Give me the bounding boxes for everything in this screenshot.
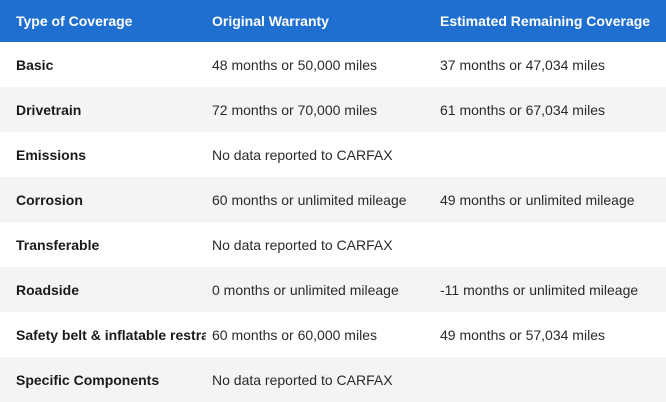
coverage-type-cell: Corrosion [16, 191, 83, 208]
remaining-coverage-cell [428, 357, 666, 402]
coverage-type-cell: Drivetrain [16, 101, 82, 118]
coverage-type-cell: Roadside [16, 281, 80, 298]
header-estimated-remaining-coverage: Estimated Remaining Coverage [440, 13, 651, 29]
header-original-warranty: Original Warranty [212, 13, 329, 29]
original-warranty-cell: 48 months or 50,000 miles [212, 56, 377, 73]
table-row: Corrosion 60 months or unlimited mileage… [0, 177, 666, 222]
original-warranty-cell: 72 months or 70,000 miles [212, 101, 377, 118]
original-warranty-cell: No data reported to CARFAX [212, 236, 393, 253]
remaining-coverage-cell: -11 months or unlimited mileage [440, 281, 639, 298]
remaining-coverage-cell: 49 months or 57,034 miles [440, 326, 605, 343]
coverage-type-cell: Specific Components [16, 371, 160, 388]
original-warranty-cell: 60 months or unlimited mileage [212, 191, 407, 208]
table-row: Basic 48 months or 50,000 miles 37 month… [0, 42, 666, 87]
table-row: Safety belt & inflatable restraint 60 mo… [0, 312, 666, 357]
original-warranty-cell: No data reported to CARFAX [212, 371, 393, 388]
remaining-coverage-cell [428, 132, 666, 177]
coverage-type-cell: Emissions [16, 146, 87, 163]
remaining-coverage-cell: 49 months or unlimited mileage [440, 191, 635, 208]
remaining-coverage-cell [428, 222, 666, 267]
table-row: Emissions No data reported to CARFAX [0, 132, 666, 177]
coverage-type-cell: Basic [16, 56, 54, 73]
coverage-type-cell: Safety belt & inflatable restraint [16, 326, 206, 343]
remaining-coverage-cell: 61 months or 67,034 miles [440, 101, 605, 118]
table-row: Specific Components No data reported to … [0, 357, 666, 402]
original-warranty-cell: 60 months or 60,000 miles [212, 326, 377, 343]
remaining-coverage-cell: 37 months or 47,034 miles [440, 56, 605, 73]
header-type-of-coverage: Type of Coverage [16, 13, 133, 29]
header-row: Type of Coverage Original Warranty Estim… [0, 0, 666, 42]
table-row: Drivetrain 72 months or 70,000 miles 61 … [0, 87, 666, 132]
original-warranty-cell: 0 months or unlimited mileage [212, 281, 399, 298]
table-row: Transferable No data reported to CARFAX [0, 222, 666, 267]
coverage-type-cell: Transferable [16, 236, 100, 253]
original-warranty-cell: No data reported to CARFAX [212, 146, 393, 163]
table-row: Roadside 0 months or unlimited mileage -… [0, 267, 666, 312]
table-body: Basic 48 months or 50,000 miles 37 month… [0, 42, 666, 402]
table-header: Type of Coverage Original Warranty Estim… [0, 0, 666, 42]
